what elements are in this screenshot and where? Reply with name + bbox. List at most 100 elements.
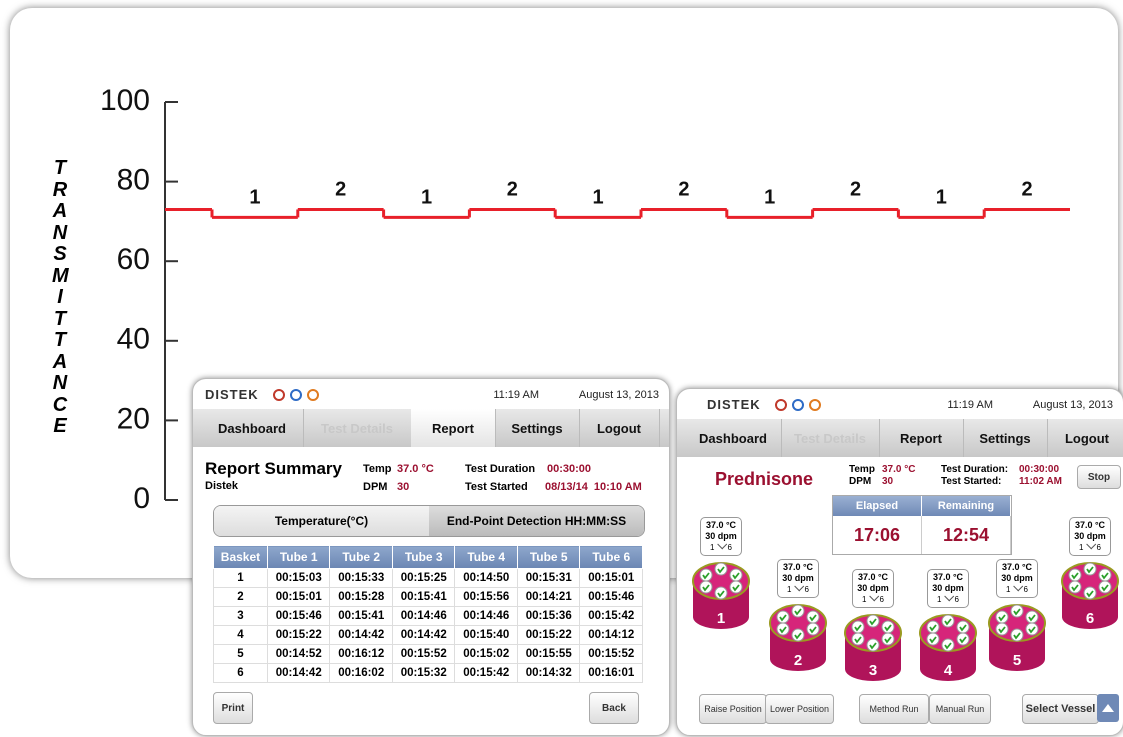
- segment-label: 1: [593, 186, 604, 208]
- tab[interactable]: Settings: [963, 419, 1048, 457]
- vessel-number: 1: [717, 610, 725, 627]
- vessel-number: 5: [1013, 652, 1021, 669]
- tube: [1011, 629, 1023, 641]
- tube: [882, 621, 894, 633]
- button[interactable]: Back: [589, 692, 639, 724]
- y-tick-label: 100: [100, 84, 150, 117]
- range-start: 1: [1079, 543, 1083, 552]
- range-start: 1: [1006, 585, 1010, 594]
- tab[interactable]: Report: [879, 419, 964, 457]
- button[interactable]: Raise Position: [699, 694, 767, 724]
- table-cell: 00:16:01: [580, 664, 643, 683]
- temp-label: Temp: [363, 463, 392, 475]
- range-end: 6: [1097, 543, 1101, 552]
- vessel[interactable]: 1: [689, 557, 753, 633]
- column-header: Tube 3: [392, 546, 455, 569]
- table-cell: 00:15:46: [267, 607, 330, 626]
- table-cell: 00:14:12: [580, 626, 643, 645]
- table-cell: 00:15:55: [517, 645, 580, 664]
- vessel[interactable]: 5: [985, 599, 1049, 675]
- tube: [1026, 623, 1038, 635]
- table-cell: 4: [214, 626, 268, 645]
- temp-value: 37.0 °C: [397, 463, 434, 475]
- y-tick-label: 0: [133, 482, 150, 515]
- arrow-button[interactable]: [1097, 694, 1119, 722]
- report-title: Report Summary: [205, 459, 342, 479]
- button[interactable]: Print: [213, 692, 253, 724]
- tube: [867, 639, 879, 651]
- segment-label: 1: [936, 186, 947, 208]
- table-cell: 00:15:46: [580, 588, 643, 607]
- button[interactable]: Lower Position: [765, 694, 834, 724]
- logo-dot: [290, 389, 302, 401]
- tube: [1084, 587, 1096, 599]
- vessel-temp: 37.0 °C: [853, 572, 893, 583]
- table-row: 500:14:5200:16:1200:15:5200:15:0200:15:5…: [214, 645, 643, 664]
- tube: [730, 581, 742, 593]
- table-cell: 00:16:12: [330, 645, 393, 664]
- vessel-temp: 37.0 °C: [928, 572, 968, 583]
- button[interactable]: Select Vessel: [1022, 694, 1099, 724]
- logo-dot: [307, 389, 319, 401]
- segment-label: 1: [764, 186, 775, 208]
- vessel-range: 16: [928, 594, 968, 605]
- time: 11:19 AM: [493, 389, 539, 401]
- y-tick-label: 40: [117, 323, 150, 356]
- logo: DISTEK: [205, 387, 259, 402]
- toggle-option[interactable]: End-Point Detection HH:MM:SS: [429, 506, 644, 536]
- vessel[interactable]: 6: [1058, 557, 1122, 633]
- tab[interactable]: Report: [411, 409, 496, 447]
- tube: [700, 581, 712, 593]
- tube: [942, 615, 954, 627]
- table-cell: 00:15:42: [580, 607, 643, 626]
- tab[interactable]: Logout: [1047, 419, 1123, 457]
- tube: [957, 633, 969, 645]
- table-cell: 00:14:32: [517, 664, 580, 683]
- tube: [777, 623, 789, 635]
- table-cell: 00:15:56: [455, 588, 518, 607]
- tab[interactable]: Logout: [579, 409, 660, 447]
- logo-dot: [775, 399, 787, 411]
- segment-label: 2: [1022, 178, 1033, 200]
- vessel[interactable]: 3: [841, 609, 905, 685]
- tube: [715, 587, 727, 599]
- product-title: Prednisone: [715, 469, 813, 490]
- table-cell: 00:15:52: [392, 645, 455, 664]
- tab[interactable]: Settings: [495, 409, 580, 447]
- duration-value: 00:30:00: [547, 463, 591, 475]
- vessel-range: 16: [1070, 542, 1110, 553]
- segment-label: 2: [850, 178, 861, 200]
- segment-label: 2: [678, 178, 689, 200]
- column-header: Basket: [214, 546, 268, 569]
- tube: [807, 623, 819, 635]
- timer-value: 17:06: [833, 516, 922, 554]
- table-cell: 1: [214, 569, 268, 588]
- range-start: 1: [937, 595, 941, 604]
- toggle-option[interactable]: Temperature(°C): [214, 506, 429, 536]
- started-label: Test Started:: [941, 476, 1001, 487]
- vessel-range: 16: [853, 594, 893, 605]
- tube: [1026, 611, 1038, 623]
- table-cell: 6: [214, 664, 268, 683]
- table-cell: 00:15:31: [517, 569, 580, 588]
- time: 11:19 AM: [947, 399, 993, 411]
- vessel[interactable]: 2: [766, 599, 830, 675]
- column-header: Tube 5: [517, 546, 580, 569]
- button[interactable]: Manual Run: [929, 694, 991, 724]
- column-header: Tube 4: [455, 546, 518, 569]
- tube: [996, 611, 1008, 623]
- vessel-range: 16: [778, 584, 818, 595]
- stop-button[interactable]: Stop: [1077, 465, 1121, 489]
- button[interactable]: Method Run: [859, 694, 929, 724]
- tab[interactable]: Dashboard: [201, 409, 304, 447]
- tube: [1084, 563, 1096, 575]
- table-cell: 00:15:01: [267, 588, 330, 607]
- table-cell: 00:16:02: [330, 664, 393, 683]
- tab[interactable]: Dashboard: [685, 419, 782, 457]
- vessel[interactable]: 4: [916, 609, 980, 685]
